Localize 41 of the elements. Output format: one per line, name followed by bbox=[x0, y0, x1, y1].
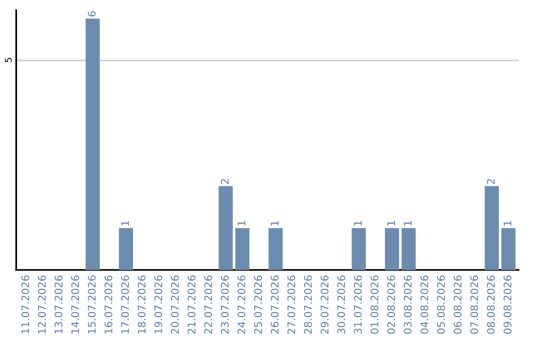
x-tick-label: 15.07.2026 bbox=[88, 275, 96, 334]
x-tick-label: 03.08.2026 bbox=[404, 275, 412, 334]
data-label: 1 bbox=[504, 221, 512, 226]
x-tick-label: 20.07.2026 bbox=[170, 275, 179, 334]
x-tick-label: 30.07.2026 bbox=[337, 275, 346, 334]
data-label: 1 bbox=[404, 221, 412, 226]
x-tick-label: 29.07.2026 bbox=[320, 275, 329, 334]
data-label: 1 bbox=[121, 221, 129, 226]
x-tick-label: 22.07.2026 bbox=[204, 275, 212, 334]
x-tick-label: 09.08.2026 bbox=[504, 275, 512, 334]
x-tick-label: 31.07.2026 bbox=[354, 275, 362, 334]
data-label: 1 bbox=[387, 221, 395, 226]
data-label: 2 bbox=[220, 179, 229, 184]
data-label: 1 bbox=[270, 221, 278, 226]
x-tick-label: 02.08.2026 bbox=[387, 275, 396, 334]
x-tick-label: 04.08.2026 bbox=[420, 275, 428, 334]
x-tick-label: 27.07.2026 bbox=[287, 275, 296, 334]
x-tick-label: 28.07.2026 bbox=[304, 275, 312, 334]
y-tick-label: 5 bbox=[4, 58, 12, 62]
x-tick-label: 11.07.2026 bbox=[21, 275, 30, 334]
x-tick-label: 07.08.2026 bbox=[470, 275, 478, 334]
x-tick-label: 16.07.2026 bbox=[104, 275, 112, 334]
data-label: 1 bbox=[238, 221, 246, 226]
data-label: 2 bbox=[486, 179, 495, 184]
x-tick-label: 17.07.2026 bbox=[121, 275, 129, 334]
x-tick-label: 25.07.2026 bbox=[254, 275, 262, 334]
x-tick-label: 24.07.2026 bbox=[238, 275, 246, 334]
x-tick-label: 18.07.2026 bbox=[138, 275, 146, 334]
x-tick-label: 21.07.2026 bbox=[188, 275, 196, 334]
x-tick-label: 12.07.2026 bbox=[38, 275, 46, 334]
x-tick-label: 06.08.2026 bbox=[454, 275, 462, 334]
x-tick-label: 05.08.2026 bbox=[437, 275, 445, 334]
x-tick-label: 01.08.2026 bbox=[370, 275, 378, 334]
x-tick-label: 23.07.2026 bbox=[220, 275, 229, 334]
x-tick-label: 19.07.2026 bbox=[154, 275, 162, 334]
x-tick-label: 13.07.2026 bbox=[54, 275, 62, 334]
data-label: 6 bbox=[88, 11, 96, 16]
x-tick-label: 14.07.2026 bbox=[71, 275, 80, 334]
x-tick-label: 26.07.2026 bbox=[270, 275, 279, 334]
data-label: 1 bbox=[354, 221, 362, 226]
x-tick-label: 08.08.2026 bbox=[486, 275, 495, 334]
